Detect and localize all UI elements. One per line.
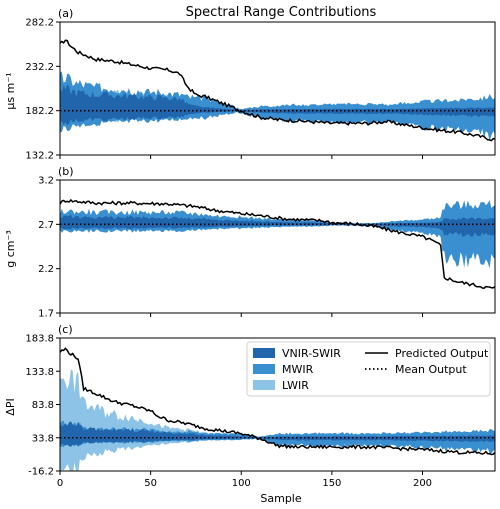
y-tick-label: 232.2 bbox=[25, 62, 54, 73]
area-mwir bbox=[60, 200, 495, 269]
panel-a-areas bbox=[60, 39, 495, 142]
legend-swatch-vnir-swir bbox=[253, 348, 275, 358]
panel-a-label: (a) bbox=[58, 7, 73, 20]
area-vnir-swir bbox=[60, 421, 495, 447]
y-tick-label: 33.8 bbox=[32, 433, 54, 444]
panel-b-plot: 1.7 2.2 2.7 3.2 bbox=[38, 176, 496, 320]
x-tick-label: 50 bbox=[144, 478, 157, 489]
panel-b-ylabel: g cm⁻³ bbox=[4, 230, 17, 267]
panel-a-ylabel: μs m⁻¹ bbox=[4, 72, 17, 109]
x-axis-label: Sample bbox=[260, 492, 301, 505]
y-tick-label: 1.7 bbox=[38, 309, 54, 320]
y-tick-label: 2.2 bbox=[38, 264, 54, 275]
predicted-output-line bbox=[60, 39, 495, 142]
x-tick-label: 0 bbox=[57, 478, 63, 489]
panel-b-areas bbox=[60, 198, 495, 289]
predicted-output-line bbox=[60, 347, 495, 456]
legend-label: Mean Output bbox=[395, 363, 467, 376]
panel-a: 132.2 182.2 232.2 282.2 (a) μs m⁻¹ bbox=[4, 7, 496, 162]
legend-label: LWIR bbox=[282, 379, 309, 392]
legend: VNIR-SWIR MWIR LWIR Predicted Output Mean Ou… bbox=[246, 341, 491, 397]
y-tick-label: 3.2 bbox=[38, 176, 54, 187]
x-tick-label: 100 bbox=[232, 478, 251, 489]
y-tick-label: 133.8 bbox=[25, 367, 54, 378]
legend-label: MWIR bbox=[282, 363, 314, 376]
y-tick-label: 183.8 bbox=[25, 334, 54, 345]
y-tick-label: 132.2 bbox=[25, 151, 54, 162]
plot-frame bbox=[59, 21, 496, 156]
y-tick-label: 182.2 bbox=[25, 106, 54, 117]
area-vnir-swir bbox=[60, 84, 495, 126]
figure-title: Spectral Range Contributions bbox=[186, 5, 377, 20]
panel-c-label: (c) bbox=[58, 323, 73, 336]
area-mwir bbox=[60, 71, 495, 141]
y-tick-label: 83.8 bbox=[32, 400, 54, 411]
area-vnir-swir bbox=[60, 214, 495, 237]
panel-b-label: (b) bbox=[58, 165, 74, 178]
plot-frame bbox=[59, 179, 496, 314]
x-tick-label: 200 bbox=[413, 478, 432, 489]
legend-swatch-lwir bbox=[253, 380, 275, 390]
panel-a-plot: 132.2 182.2 232.2 282.2 bbox=[25, 18, 496, 162]
panel-c-plot: -16.2 33.8 83.8 133.8 183.8 0 50 100 150 200 bbox=[25, 334, 496, 489]
legend-label: Predicted Output bbox=[395, 347, 489, 360]
y-tick-label: -16.2 bbox=[28, 467, 54, 478]
legend-swatch-mwir bbox=[253, 364, 275, 374]
legend-frame bbox=[246, 341, 491, 397]
legend-label: VNIR-SWIR bbox=[282, 347, 341, 360]
y-tick-label: 282.2 bbox=[25, 18, 54, 29]
panel-c-ylabel: ΔPI bbox=[4, 398, 17, 415]
panel-b: 1.7 2.2 2.7 3.2 (b) g cm⁻³ bbox=[4, 165, 496, 320]
y-tick-label: 2.7 bbox=[38, 220, 54, 231]
x-tick-label: 150 bbox=[322, 478, 341, 489]
predicted-output-line bbox=[60, 198, 495, 289]
panel-c-areas bbox=[60, 347, 495, 471]
